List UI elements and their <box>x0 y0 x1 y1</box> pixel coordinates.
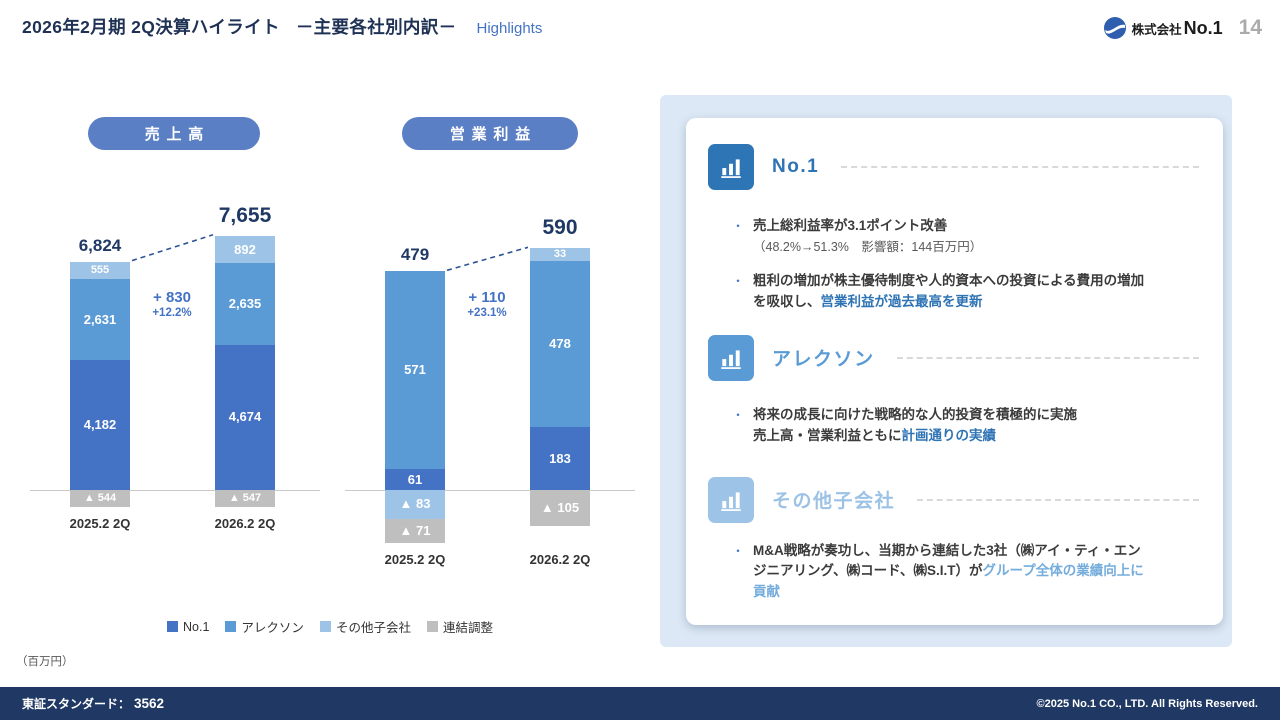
bar-total-label: 590 <box>542 216 578 240</box>
legend-item: No.1 <box>167 617 209 636</box>
bar-total-label: 6,824 <box>78 235 122 255</box>
bullet-marker: ・ <box>732 219 745 233</box>
bullet-item: ・ 売上総利益率が3.1ポイント改善 （48.2%→51.3% 影響額：144百… <box>732 216 1199 258</box>
legend-label: 連結調整 <box>442 621 493 635</box>
operating-profit-chart: + 110 +23.1% 61 571 ▲ 83 ▲ 71 479 183 478 33 ▲ 1… <box>345 195 635 595</box>
chart-legend: No.1 アレクソン その他子会社 連結調整 <box>30 617 630 636</box>
panel-section-alexon: アレクソン ・ 将来の成長に向けた戦略的な人的投資を積極的に実施 売上高・営業利… <box>708 334 1199 447</box>
bar-segment: 4,182 <box>70 360 130 490</box>
bullet-text: 売上総利益率が3.1ポイント改善 （48.2%→51.3% 影響額：144百万円… <box>753 218 983 254</box>
panel-section-no1: No.1 ・ 売上総利益率が3.1ポイント改善 （48.2%→51.3% 影響額… <box>708 144 1199 313</box>
legend-label: No.1 <box>183 619 210 634</box>
exchange-listing: 東証スタンダード： 3562 <box>22 695 165 711</box>
change-value: + 830 <box>153 289 191 306</box>
footer-bar: 東証スタンダード： 3562 ©2025 No.1 CO., LTD. All R… <box>0 687 1280 720</box>
bar-chart-icon <box>708 334 754 381</box>
bullet-marker: ・ <box>732 273 745 288</box>
bar-chart-icon <box>708 144 754 190</box>
company-logo-icon <box>1103 16 1127 40</box>
bullet-marker: ・ <box>732 543 745 558</box>
category-label: 2026.2 2Q <box>214 515 276 531</box>
bullet-text: M&A戦略が奏功し、当期から連結した3社（㈱アイ・ティ・エンジニアリング、㈱コー… <box>753 542 1144 600</box>
section-header: その他子会社 <box>708 476 1199 523</box>
company-name: No.1 <box>1183 17 1223 38</box>
x-axis <box>345 490 635 491</box>
bar-segment: 478 <box>530 261 590 427</box>
bullet-item: ・ 将来の成長に向けた戦略的な人的投資を積極的に実施 売上高・営業利益ともに計画… <box>732 405 1199 447</box>
bar-segment: ▲ 105 <box>530 490 590 527</box>
profit-chart-title-pill: 営業利益 <box>402 117 578 150</box>
legend-label: アレクソン <box>241 621 304 635</box>
legend-item: アレクソン <box>225 617 304 636</box>
bar-segment: 571 <box>385 271 445 469</box>
section-heading: その他子会社 <box>772 491 896 513</box>
section-header: アレクソン <box>708 334 1199 381</box>
commentary-card: No.1 ・ 売上総利益率が3.1ポイント改善 （48.2%→51.3% 影響額… <box>686 118 1223 625</box>
bullet-text: 将来の成長に向けた戦略的な人的投資を積極的に実施 売上高・営業利益ともに計画通り… <box>753 406 1078 443</box>
header: 2026年2月期 2Q決算ハイライト －主要各社別内訳－ Highlights <box>22 14 542 39</box>
copyright: ©2025 No.1 CO., LTD. All Rights Reserved… <box>1036 697 1258 710</box>
bar-segment: 61 <box>385 468 445 490</box>
bar-segment: 555 <box>70 261 130 279</box>
dashed-divider <box>896 356 1199 359</box>
bar-segment: ▲ 547 <box>215 490 275 507</box>
bar-segment: 183 <box>530 426 590 490</box>
bar-segment: 33 <box>530 248 590 262</box>
change-percent: +23.1% <box>467 307 507 319</box>
bar-segment: 892 <box>215 235 275 264</box>
legend-item: 連結調整 <box>426 617 493 636</box>
unit-note: （百万円） <box>16 656 74 668</box>
bullet-list: ・ 売上総利益率が3.1ポイント改善 （48.2%→51.3% 影響額：144百… <box>732 216 1199 313</box>
bullet-item: ・ 粗利の増加が株主優待制度や人的資本への投資による費用の増加を吸収し、営業利益… <box>732 271 1199 313</box>
bar-total-label: 479 <box>400 245 430 265</box>
page-title: 2026年2月期 2Q決算ハイライト <box>22 17 280 37</box>
section-header: No.1 <box>708 144 1199 190</box>
bar-segment: 4,674 <box>215 345 275 490</box>
change-value: + 110 <box>468 289 506 306</box>
bullet-marker: ・ <box>732 407 745 422</box>
x-axis <box>30 490 320 491</box>
bullet-list: ・ 将来の成長に向けた戦略的な人的投資を積極的に実施 売上高・営業利益ともに計画… <box>732 405 1199 447</box>
legend-label: その他子会社 <box>335 621 411 635</box>
bar-segment: ▲ 544 <box>70 490 130 507</box>
bar-segment: 2,635 <box>215 263 275 346</box>
panel-section-other-subsidiaries: その他子会社 ・ M&A戦略が奏功し、当期から連結した3社（㈱アイ・ティ・エンジ… <box>708 476 1199 604</box>
bullet-list: ・ M&A戦略が奏功し、当期から連結した3社（㈱アイ・ティ・エンジニアリング、㈱… <box>732 541 1199 604</box>
category-label: 2026.2 2Q <box>529 552 591 568</box>
dashed-divider <box>917 498 1199 501</box>
section-heading: アレクソン <box>772 349 875 371</box>
section-heading: No.1 <box>772 156 820 177</box>
dashed-divider <box>841 166 1199 168</box>
legend-swatch <box>225 621 237 632</box>
company-prefix: 株式会社 <box>1131 22 1182 37</box>
legend-swatch <box>167 621 179 632</box>
revenue-chart: + 830 +12.2% 4,182 2,631 555 ▲ 544 6,824 4,67… <box>30 195 320 595</box>
bar-segment: ▲ 83 <box>385 490 445 519</box>
page-subtitle: －主要各社別内訳－ <box>295 17 457 37</box>
revenue-chart-title-pill: 売上高 <box>88 117 260 150</box>
bar-segment: ▲ 71 <box>385 518 445 544</box>
bullet-text: 粗利の増加が株主優待制度や人的資本への投資による費用の増加を吸収し、営業利益が過… <box>753 272 1145 309</box>
bullet-item: ・ M&A戦略が奏功し、当期から連結した3社（㈱アイ・ティ・エンジニアリング、㈱… <box>732 541 1199 604</box>
category-label: 2025.2 2Q <box>69 515 131 531</box>
commentary-panel: No.1 ・ 売上総利益率が3.1ポイント改善 （48.2%→51.3% 影響額… <box>660 95 1232 647</box>
highlights-label: Highlights <box>476 20 543 37</box>
bar-chart-icon <box>708 476 754 523</box>
legend-swatch <box>426 621 438 632</box>
category-label: 2025.2 2Q <box>384 552 446 568</box>
change-annotation: + 110 +23.1% <box>445 289 529 319</box>
change-annotation: + 830 +12.2% <box>130 289 214 319</box>
company-logo: 株式会社 No.1 14 <box>1103 16 1262 40</box>
page-number: 14 <box>1238 16 1262 39</box>
legend-item: その他子会社 <box>319 617 411 636</box>
change-percent: +12.2% <box>152 307 192 319</box>
bar-segment: 2,631 <box>70 278 130 361</box>
legend-swatch <box>319 621 331 632</box>
bar-total-label: 7,655 <box>218 203 272 227</box>
